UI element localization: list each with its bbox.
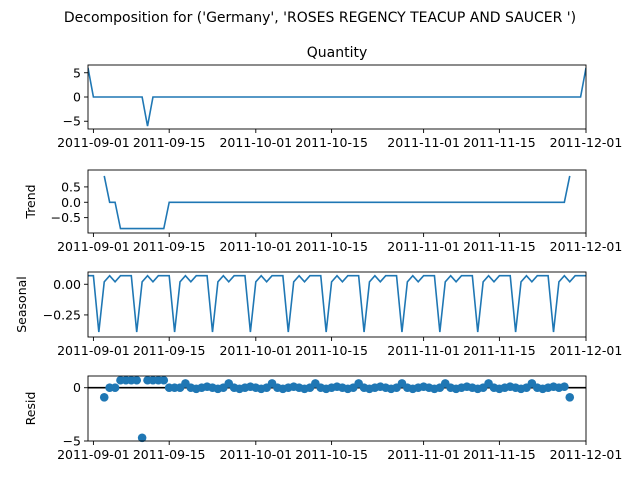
seasonal-xtick-label: 2011-11-15 [463,343,536,358]
seasonal-xtick-label: 2011-10-01 [219,343,292,358]
trend-xtick-label: 2011-12-01 [550,239,623,254]
resid-xtick-label: 2011-11-15 [463,447,536,462]
observed-xtick-label: 2011-10-01 [219,135,292,150]
resid-point [560,382,569,391]
observed-title: Quantity [307,45,368,61]
resid-xtick-label: 2011-09-01 [57,447,130,462]
observed-xtick-label: 2011-09-01 [57,135,130,150]
observed-xtick-label: 2011-10-15 [295,135,368,150]
seasonal-xtick-label: 2011-12-01 [550,343,623,358]
seasonal-panel: Seasonal −0.25 0.00 2011-09-01 2011-09-15 201… [14,271,623,358]
seasonal-xtick-label: 2011-09-01 [57,343,130,358]
resid-point [99,393,109,402]
trend-xtick-label: 2011-10-15 [295,239,368,254]
trend-ytick-label: 0.5 [61,179,81,194]
resid-xtick-label: 2011-10-15 [295,447,368,462]
resid-ytick-label: 0 [73,380,81,395]
observed-xtick-label: 2011-09-15 [133,135,206,150]
seasonal-xtick-label: 2011-11-01 [387,343,460,358]
resid-xtick-label: 2011-09-15 [133,447,206,462]
resid-point [110,383,120,393]
resid-xtick-label: 2011-10-01 [219,447,292,462]
resid-xtick-label: 2011-12-01 [550,447,623,462]
resid-xtick-label: 2011-11-01 [387,447,460,462]
trend-ytick-label: 0.0 [61,195,81,210]
observed-xtick-label: 2011-11-01 [387,135,460,150]
observed-ytick-label: 0 [73,90,81,105]
seasonal-ylabel: Seasonal [14,276,29,333]
observed-xtick-label: 2011-12-01 [550,135,623,150]
resid-ylabel: Resid [23,392,38,426]
trend-xtick-label: 2011-09-15 [133,239,206,254]
resid-point [565,393,575,402]
trend-xtick-label: 2011-11-15 [463,239,536,254]
trend-panel: Trend −0.50.00.5 2011-09-01 2011-09-15 2011-… [23,169,623,254]
resid-ytick-label: −5 [63,434,81,449]
observed-line [88,67,586,127]
seasonal-xtick-label: 2011-09-15 [133,343,206,358]
trend-axes-frame [87,169,587,234]
seasonal-ytick-label: −0.25 [43,307,81,322]
observed-xtick-label: 2011-11-15 [463,135,536,150]
trend-ylabel: Trend [23,184,38,219]
trend-ytick-label: −0.5 [51,210,81,225]
trend-line [103,175,571,230]
seasonal-line [88,274,586,333]
trend-xtick-label: 2011-11-01 [387,239,460,254]
seasonal-xtick-label: 2011-10-15 [295,343,368,358]
trend-xtick-label: 2011-09-01 [57,239,130,254]
figure-suptitle: Decomposition for ('Germany', 'ROSES REG… [64,10,576,26]
seasonal-axes-frame [87,271,587,338]
resid-axes-frame [87,375,587,442]
seasonal-ytick-label: 0.00 [53,277,81,292]
observed-panel: Quantity −5 0 5 2011-09-01 2011-09-15 2011-10-… [57,45,622,150]
resid-point [132,375,142,385]
observed-ytick-label: 5 [73,65,81,80]
resid-point [159,375,169,385]
observed-ytick-label: −5 [63,114,81,129]
trend-xtick-label: 2011-10-01 [219,239,292,254]
resid-point [137,433,147,443]
